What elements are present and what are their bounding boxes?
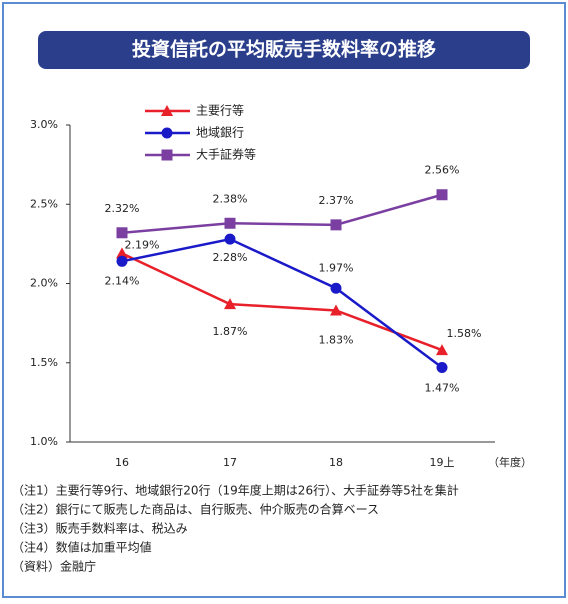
marker (116, 227, 128, 239)
series-line (121, 252, 443, 352)
value-label: 1.47% (425, 382, 460, 395)
marker (330, 282, 342, 294)
y-tick-label: 3.0% (30, 118, 58, 131)
chart-title: 投資信託の平均販売手数料率の推移 (132, 38, 436, 61)
marker (224, 298, 236, 310)
value-label: 2.32% (105, 202, 140, 215)
value-label: 2.19% (125, 238, 160, 251)
legend-label: 大手証券等 (196, 147, 256, 162)
frame (2, 2, 566, 598)
note: （注3）販売手数料率は、税込み (12, 521, 188, 536)
marker (224, 217, 236, 229)
marker (436, 362, 448, 374)
marker (224, 233, 236, 245)
note: （資料）金融庁 (12, 559, 96, 574)
value-label: 1.58% (447, 327, 482, 340)
x-tick-label: 19上 (430, 456, 455, 469)
marker (116, 255, 128, 267)
title-box (38, 31, 530, 69)
legend-marker (161, 127, 173, 139)
marker (116, 247, 128, 259)
note: （注1）主要行等9行、地域銀行20行（19年度上期は26行）、大手証券等5社を集… (12, 483, 459, 498)
x-tick-label: 17 (223, 456, 237, 469)
value-label: 1.97% (319, 261, 354, 274)
marker (330, 219, 342, 231)
y-tick-label: 2.0% (30, 277, 58, 290)
y-tick-label: 1.5% (30, 356, 58, 369)
value-label: 2.37% (319, 194, 354, 207)
x-tick-label: 18 (329, 456, 343, 469)
legend-marker (161, 149, 173, 161)
y-tick-label: 2.5% (30, 197, 58, 210)
marker (330, 304, 342, 316)
value-label: 2.38% (213, 192, 248, 205)
series-line (121, 237, 443, 369)
legend-label: 主要行等 (196, 104, 244, 118)
y-tick-label: 1.0% (30, 435, 58, 448)
note: （注2）銀行にて販売した商品は、自行販売、仲介販売の合算ベース (12, 502, 379, 517)
value-label: 1.83% (319, 333, 354, 346)
x-unit: （年度） (488, 455, 532, 469)
legend-label: 地域銀行 (196, 126, 244, 140)
value-label: 1.87% (213, 325, 248, 338)
marker (436, 344, 448, 356)
value-label: 2.14% (105, 274, 140, 287)
value-label: 2.28% (213, 251, 248, 264)
series-line (121, 193, 443, 235)
x-tick-label: 16 (115, 456, 129, 469)
legend-marker (161, 105, 173, 116)
value-label: 2.56% (425, 164, 460, 177)
marker (436, 189, 448, 201)
note: （注4）数値は加重平均値 (12, 540, 152, 555)
